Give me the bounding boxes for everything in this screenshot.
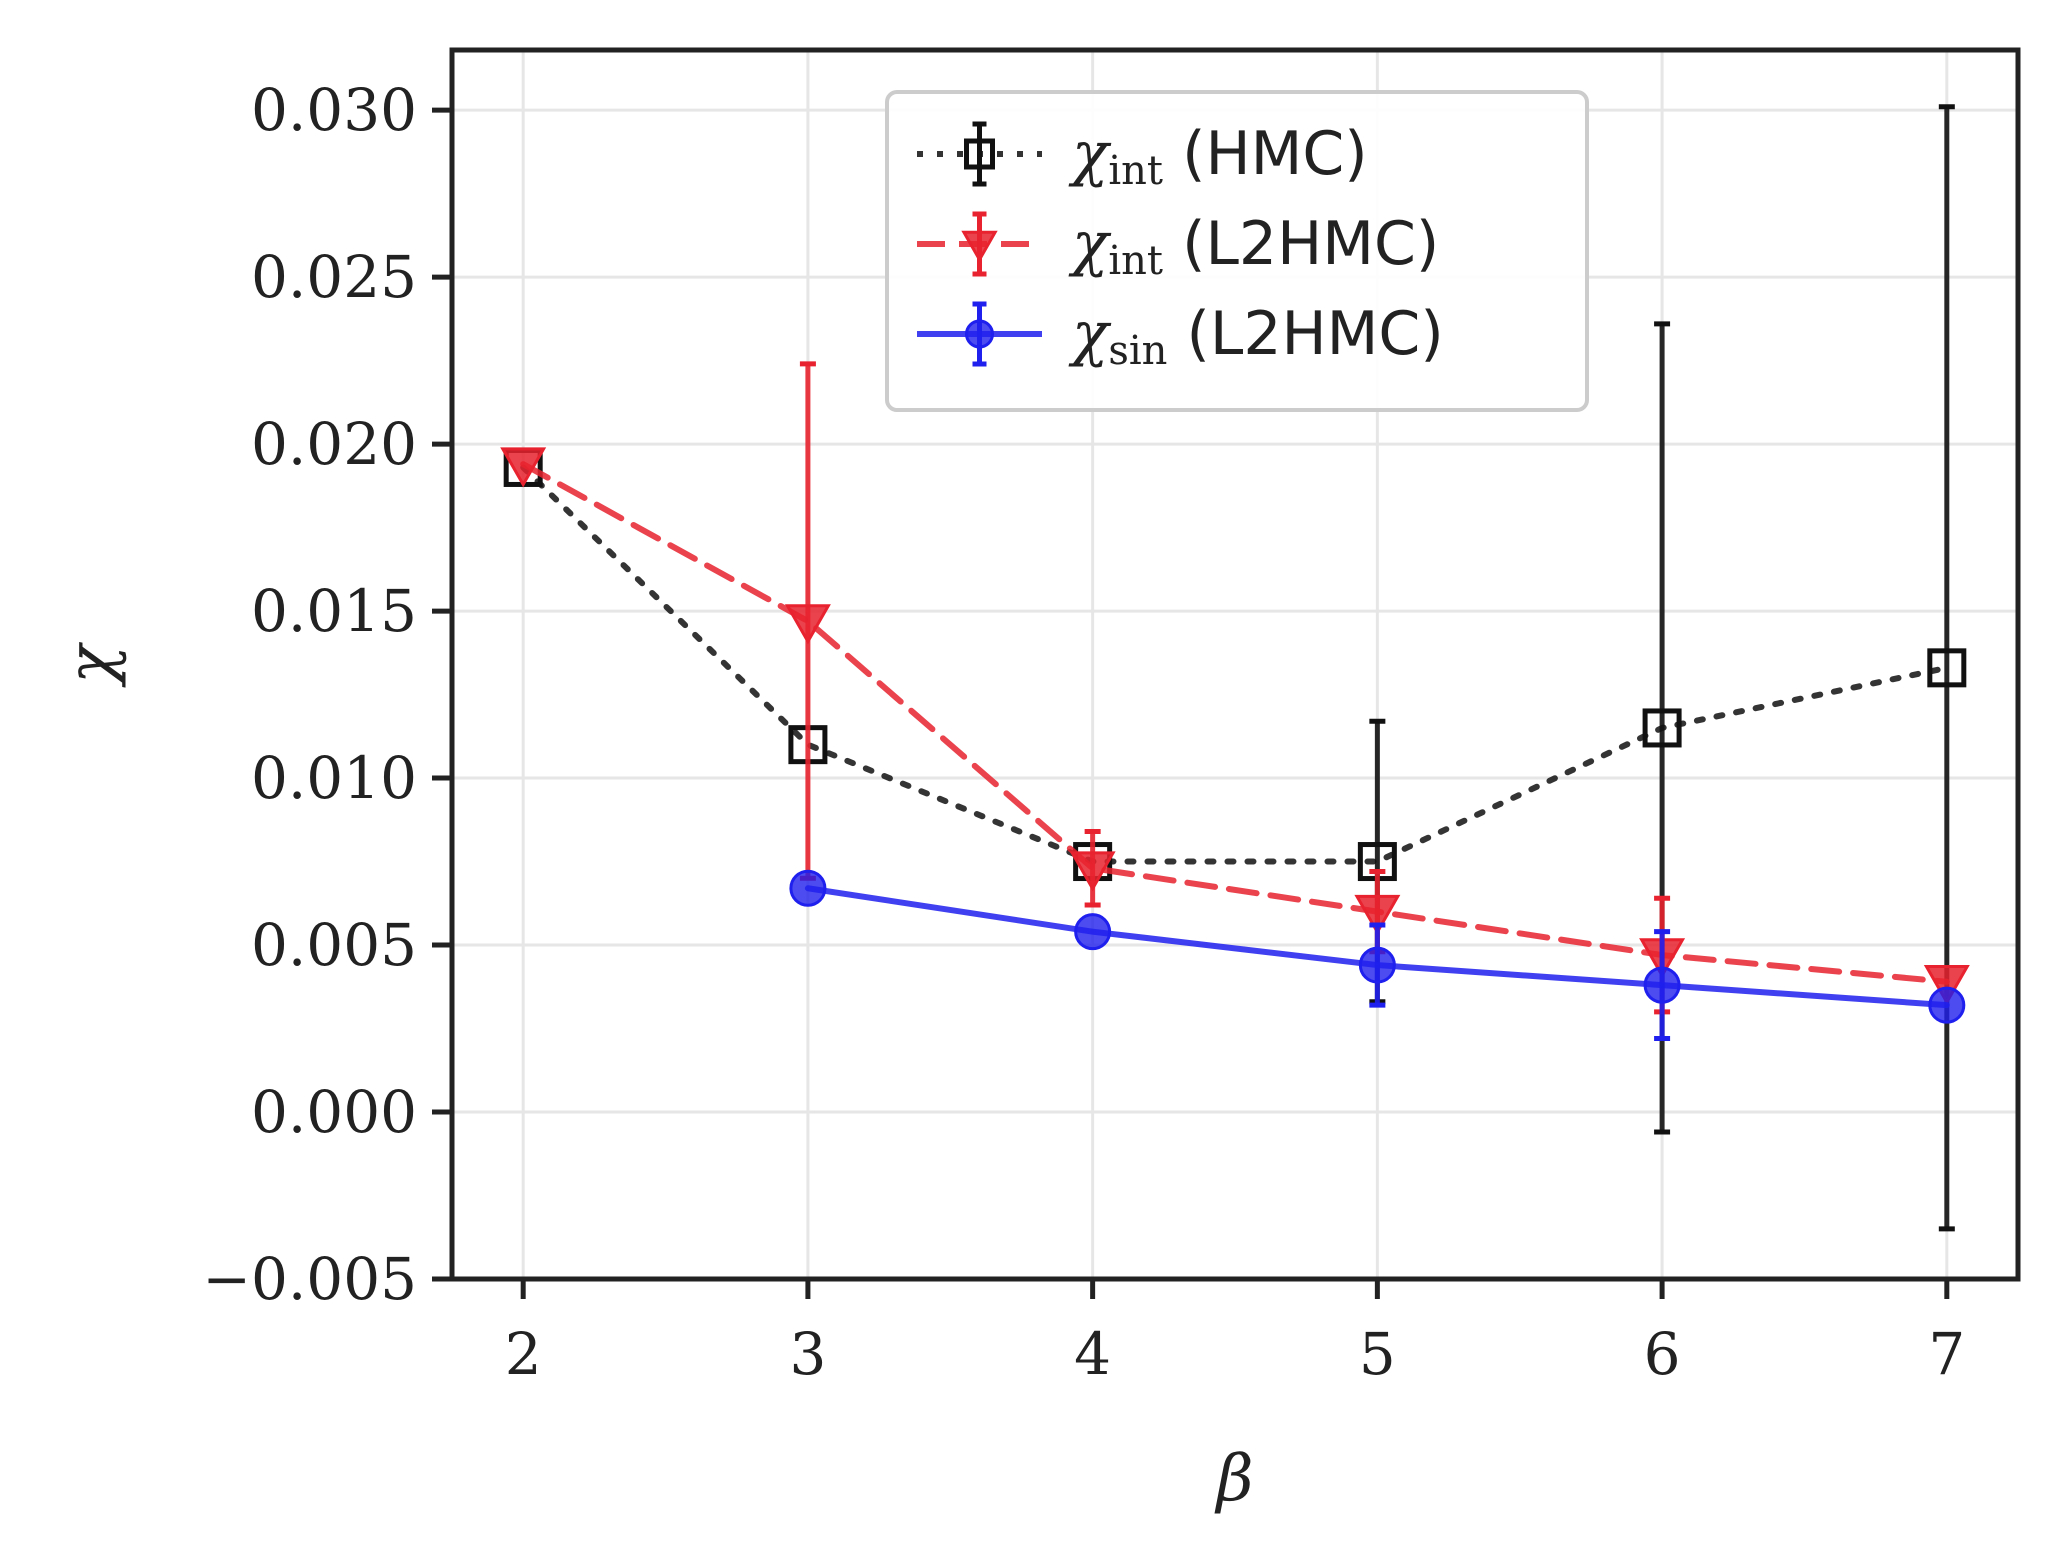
legend-symbol: χ (1068, 299, 1112, 369)
x-tick-label: 7 (1928, 1320, 1965, 1388)
series-layer (500, 104, 1970, 1232)
ticks: 2 3 4 5 6 7 −0.005 0.000 0.005 0.010 0.015 0.020 0.0… (202, 76, 1965, 1388)
legend-subscript: int (1108, 148, 1163, 194)
x-tick-label: 6 (1644, 1320, 1681, 1388)
legend-label: χint (HMC) (1068, 119, 1368, 194)
legend-marker (961, 230, 998, 263)
y-tick-label: 0.020 (251, 410, 417, 478)
x-tick-label: 4 (1074, 1320, 1111, 1388)
legend-item-0: χint (HMC) (917, 119, 1368, 194)
data-point (1074, 913, 1112, 951)
plot-frame (449, 47, 2021, 1282)
series-2 (789, 869, 1966, 1042)
y-tick-label: 0.000 (251, 1078, 417, 1146)
x-tick-label: 5 (1359, 1320, 1396, 1388)
data-point (1358, 946, 1396, 984)
x-tick-label: 2 (505, 1320, 542, 1388)
data-point (789, 869, 827, 907)
series-1 (500, 361, 1970, 1015)
legend-subscript: sin (1108, 328, 1167, 374)
data-point (500, 447, 547, 488)
data-point (1643, 966, 1681, 1004)
data-point (1354, 894, 1401, 936)
legend-marker (965, 319, 994, 349)
data-point (784, 604, 831, 645)
x-axis-label: β (1215, 1442, 1254, 1516)
y-tick-label: 0.015 (251, 577, 417, 645)
y-tick-label: −0.005 (202, 1245, 417, 1313)
y-tick-label: 0.030 (251, 76, 417, 144)
legend-suffix: (L2HMC) (1163, 209, 1439, 279)
legend-label: χint (L2HMC) (1068, 209, 1439, 284)
legend-suffix: (HMC) (1163, 119, 1368, 189)
y-tick-label: 0.025 (251, 243, 417, 311)
legend-label: χsin (L2HMC) (1068, 299, 1444, 374)
data-point (1642, 708, 1682, 748)
legend-suffix: (L2HMC) (1167, 299, 1443, 369)
data-point (1928, 986, 1966, 1024)
y-axis-label: χ (54, 642, 128, 688)
data-point (1927, 648, 1967, 688)
legend-symbol: χ (1068, 209, 1112, 279)
y-tick-label: 0.010 (251, 744, 417, 812)
legend-symbol: χ (1068, 119, 1112, 189)
data-point (1923, 964, 1970, 1006)
legend-item-2: χsin (L2HMC) (917, 299, 1444, 374)
legend-marker (964, 138, 995, 170)
y-tick-label: 0.005 (251, 911, 417, 979)
legend-subscript: int (1108, 238, 1163, 284)
x-tick-label: 3 (789, 1320, 826, 1388)
data-point (1069, 851, 1116, 892)
series-line (520, 461, 1950, 985)
series-line (520, 464, 1950, 865)
legend-box (885, 90, 1589, 412)
legend: χint (HMC)χint (L2HMC)χsin (L2HMC) (885, 90, 1589, 412)
legend-item-1: χint (L2HMC) (917, 209, 1439, 284)
